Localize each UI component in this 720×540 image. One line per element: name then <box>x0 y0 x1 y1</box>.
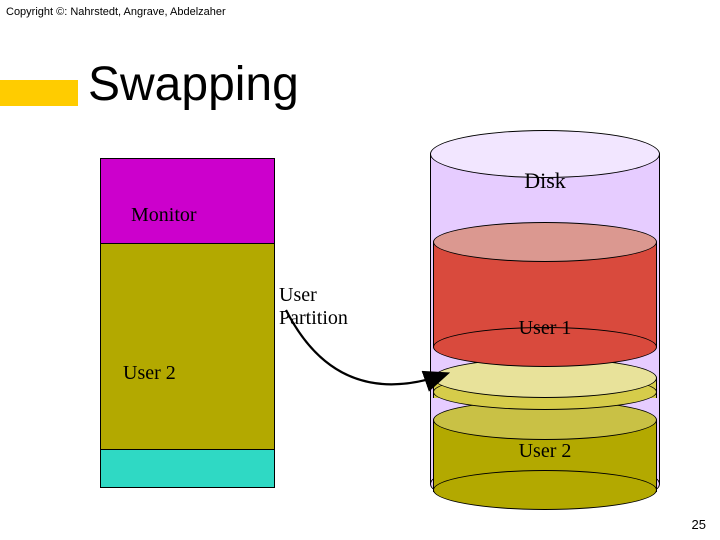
memory-diagram: Monitor User Partition User 2 <box>100 158 275 488</box>
memory-user2-label: User 2 <box>123 362 176 385</box>
copyright-text: Copyright ©: Nahrstedt, Angrave, Abdelza… <box>6 6 226 18</box>
memory-monitor-region: Monitor <box>100 158 275 244</box>
memory-user-partition: User Partition User 2 <box>100 244 275 450</box>
page-number: 25 <box>692 517 706 532</box>
disk-user2-label: User 2 <box>433 440 657 463</box>
title-accent-bar <box>0 80 78 106</box>
disk-diagram: User 2 User 1 Disk <box>430 130 660 490</box>
disk-user1-label: User 1 <box>433 317 657 340</box>
memory-bottom-region <box>100 450 275 488</box>
swap-arrow-icon <box>278 302 458 412</box>
monitor-label: Monitor <box>131 204 197 227</box>
page-title: Swapping <box>88 57 299 112</box>
disk-label: Disk <box>430 168 660 194</box>
